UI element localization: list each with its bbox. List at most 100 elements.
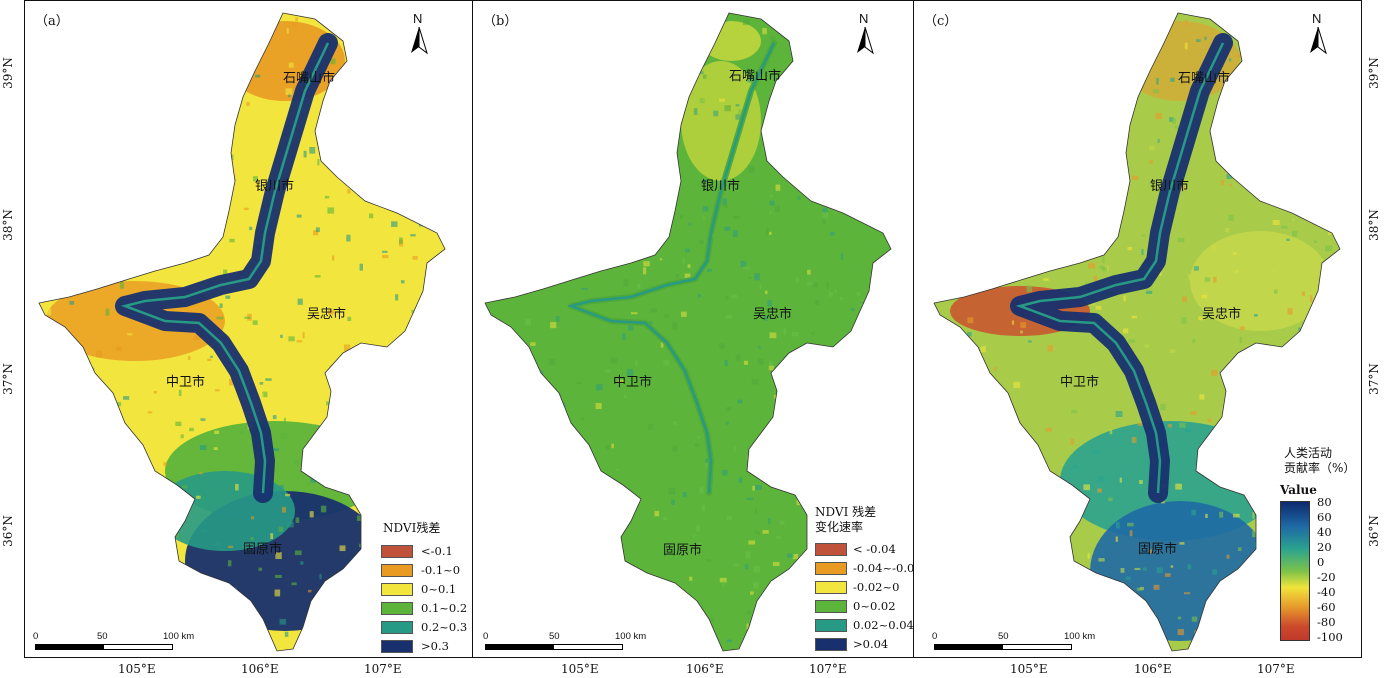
city-label-wuzhong: 吴忠市 [307, 307, 347, 322]
lat-label-37-right: 37°N [1366, 363, 1381, 395]
lat-label-38-right: 38°N [1366, 209, 1381, 241]
scale-bar-c-50: 50 [998, 631, 1009, 642]
legend-a-swatch-5 [381, 640, 413, 653]
scale-bar-a-50: 50 [97, 631, 108, 642]
lon-label-106-a: 106°E [241, 662, 279, 676]
legend-b-swatch-2 [815, 581, 847, 594]
colorbar-tick: -60 [1317, 600, 1336, 614]
colorbar-tick: -100 [1317, 630, 1343, 644]
panel-c-label: （c） [924, 14, 958, 29]
city-label-guyuan: 固原市 [663, 543, 703, 558]
city-label-zhongwei: 中卫市 [613, 375, 653, 390]
scale-bar-a-0: 0 [33, 631, 39, 642]
colorbar-tick: 0 [1317, 555, 1325, 569]
region-area [934, 13, 1340, 651]
panel-a-label: （a） [35, 14, 69, 29]
city-label-shizuishan: 石嘴山市 [1178, 71, 1231, 86]
legend-a-label-5: >0.3 [421, 639, 449, 653]
legend-a-label-1: -0.1~0 [421, 563, 461, 577]
panel-b-label: （b） [483, 14, 518, 29]
map-panel-b-raster [484, 12, 892, 652]
legend-a-swatch-2 [381, 583, 413, 596]
legend-b-label-3: 0~0.02 [853, 599, 896, 613]
lon-label-107-c: 107°E [1257, 662, 1295, 676]
city-label-shizuishan: 石嘴山市 [729, 69, 782, 84]
map-panel-c: （c） N 石嘴山市 银川市 吴忠市 中卫市 固原市 人类活动 贡献率（%） V… [913, 0, 1362, 658]
lat-label-36-left: 36°N [0, 515, 15, 547]
legend-a-swatch-3 [381, 602, 413, 615]
lon-label-105-b: 105°E [561, 662, 599, 676]
colorbar-tick: -20 [1317, 570, 1336, 584]
legend-title-b-line1: NDVI 残差 [815, 505, 877, 519]
scale-bar-b [485, 644, 625, 651]
north-arrow-icon: N [853, 11, 877, 55]
colorbar-tick: 80 [1317, 495, 1332, 509]
legend-title-c-line1: 人类活动 [1284, 446, 1333, 460]
city-label-yinchuan: 银川市 [1150, 179, 1190, 194]
legend-b-swatch-5 [815, 638, 847, 651]
scale-bar-a [35, 644, 175, 651]
lon-label-107-b: 107°E [809, 662, 847, 676]
map-panel-a-raster [38, 12, 446, 652]
lon-label-106-c: 106°E [1134, 662, 1172, 676]
scale-bar-b-50: 50 [549, 631, 560, 642]
legend-b-swatch-1 [815, 562, 847, 575]
legend-b-label-4: 0.02~0.04 [853, 618, 914, 632]
scale-bar-b-100: 100 km [615, 631, 647, 642]
lat-label-39-right: 39°N [1366, 57, 1381, 89]
scale-bar-a-100: 100 km [163, 631, 195, 642]
lon-label-106-b: 106°E [686, 662, 724, 676]
lat-label-38-left: 38°N [0, 209, 15, 241]
legend-a-label-2: 0~0.1 [421, 582, 457, 596]
city-label-yinchuan: 银川市 [255, 179, 295, 194]
colorbar-title: Value [1280, 483, 1317, 497]
north-arrow-icon: N [1306, 11, 1330, 55]
legend-b-swatch-3 [815, 600, 847, 613]
city-label-guyuan: 固原市 [243, 542, 283, 557]
lon-label-105-c: 105°E [1010, 662, 1048, 676]
legend-b-swatch-4 [815, 619, 847, 632]
region-area [39, 13, 445, 651]
colorbar [1280, 501, 1310, 641]
legend-a-label-3: 0.1~0.2 [421, 601, 468, 615]
lat-label-39-left: 39°N [0, 57, 15, 89]
colorbar-tick: -40 [1317, 585, 1336, 599]
map-panel-b: （b） N 石嘴山市 银川市 吴忠市 中卫市 固原市 NDVI 残差 变化速率 … [472, 0, 914, 658]
lon-label-105-a: 105°E [118, 662, 156, 676]
north-arrow-icon: N [407, 11, 431, 55]
legend-a-swatch-1 [381, 564, 413, 577]
scale-bar-c [934, 644, 1074, 651]
legend-b-label-5: >0.04 [853, 637, 889, 651]
map-panel-c-raster [933, 12, 1341, 652]
lat-label-36-right: 36°N [1366, 515, 1381, 547]
city-label-yinchuan: 银川市 [701, 179, 741, 194]
city-label-zhongwei: 中卫市 [1060, 375, 1100, 390]
colorbar-tick: 20 [1317, 540, 1332, 554]
legend-a-label-0: <-0.1 [421, 544, 453, 558]
legend-b-label-0: < -0.04 [853, 542, 896, 556]
city-label-shizuishan: 石嘴山市 [283, 71, 336, 86]
lon-label-107-a: 107°E [364, 662, 402, 676]
legend-b-swatch-0 [815, 543, 847, 556]
legend-a-swatch-4 [381, 621, 413, 634]
legend-a-label-4: 0.2~0.3 [421, 620, 468, 634]
colorbar-tick: 60 [1317, 510, 1332, 524]
legend-b-label-1: -0.04~-0.02 [853, 561, 914, 575]
legend-b-label-2: -0.02~0 [853, 580, 900, 594]
scale-bar-b-0: 0 [483, 631, 489, 642]
city-label-guyuan: 固原市 [1138, 542, 1178, 557]
city-label-wuzhong: 吴忠市 [1202, 307, 1242, 322]
map-panel-a: （a） N 石嘴山市 银川市 吴忠市 中卫市 固原市 NDVI残差 <-0.1 … [24, 0, 473, 658]
city-label-zhongwei: 中卫市 [166, 375, 206, 390]
colorbar-tick: 40 [1317, 525, 1332, 539]
legend-a-swatch-0 [381, 545, 413, 558]
scale-bar-c-0: 0 [932, 631, 938, 642]
legend-title-c-line2: 贡献率（%） [1284, 461, 1356, 475]
legend-title-a: NDVI残差 [383, 521, 441, 535]
lat-label-37-left: 37°N [0, 363, 15, 395]
city-label-wuzhong: 吴忠市 [753, 307, 793, 322]
colorbar-tick: -80 [1317, 615, 1336, 629]
scale-bar-c-100: 100 km [1064, 631, 1096, 642]
region-area [485, 13, 891, 651]
legend-title-b-line2: 变化速率 [815, 520, 864, 534]
